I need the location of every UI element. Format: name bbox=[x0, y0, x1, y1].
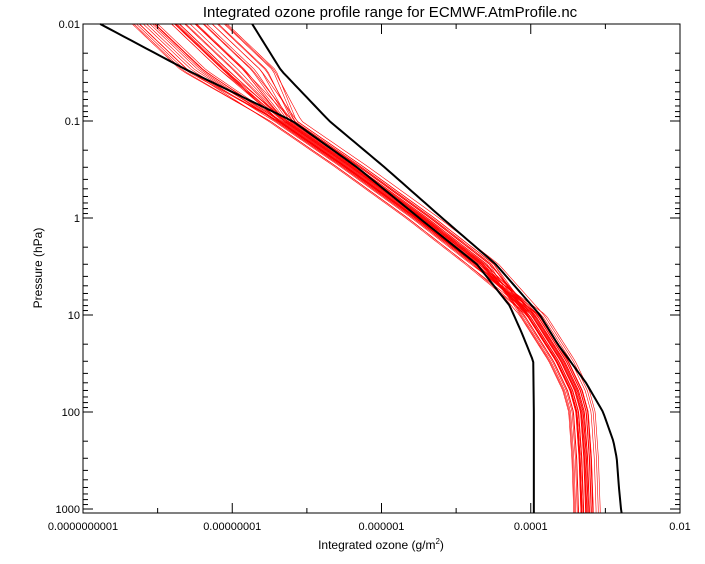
y-tick-label: 0.01 bbox=[59, 19, 80, 31]
red-profile-line bbox=[179, 23, 592, 513]
red-profile-line bbox=[149, 23, 587, 513]
red-profile-line bbox=[146, 23, 593, 513]
red-profile-line bbox=[211, 23, 575, 513]
red-profile-line bbox=[218, 23, 576, 513]
red-profile-lines bbox=[132, 23, 601, 514]
y-tick-label: 1 bbox=[74, 213, 80, 225]
red-profile-line bbox=[154, 23, 584, 513]
black-envelope-lines bbox=[99, 23, 623, 514]
red-profile-line bbox=[139, 23, 589, 513]
red-profile-line bbox=[157, 23, 597, 513]
red-profile-line bbox=[224, 23, 584, 513]
x-tick-label: 0.00000001 bbox=[203, 521, 261, 533]
red-profile-line bbox=[225, 23, 599, 513]
red-profile-line bbox=[133, 23, 583, 513]
red-profile-line bbox=[206, 23, 583, 513]
red-profile-line bbox=[226, 23, 582, 513]
x-tick-label: 0.01 bbox=[669, 521, 690, 533]
red-profile-line bbox=[138, 23, 594, 513]
y-axis-label: Pressure (hPa) bbox=[31, 228, 45, 309]
x-tick-label: 0.0001 bbox=[514, 521, 548, 533]
chart-title: Integrated ozone profile range for ECMWF… bbox=[203, 4, 578, 21]
x-axis-ticks: 0.0000000001 0.00000001 0.000001 0.0001 0.01 bbox=[48, 24, 691, 533]
red-profile-line bbox=[194, 23, 578, 513]
red-profile-line bbox=[155, 23, 587, 514]
y-tick-label: 10 bbox=[68, 310, 80, 322]
red-profile-line bbox=[202, 23, 592, 513]
red-profile-line bbox=[139, 23, 582, 513]
x-tick-label: 0.000001 bbox=[359, 521, 405, 533]
red-profile-line bbox=[143, 23, 594, 514]
red-profile-line bbox=[152, 23, 589, 514]
envelope-lower-line bbox=[99, 23, 535, 513]
x-tick-label: 0.0000000001 bbox=[48, 521, 118, 533]
envelope-upper-line bbox=[251, 23, 623, 514]
x-axis-label: Integrated ozone (g/m2) bbox=[318, 537, 444, 552]
red-profile-line bbox=[175, 23, 594, 513]
red-profile-line bbox=[217, 23, 583, 514]
red-profile-line bbox=[211, 23, 586, 514]
red-profile-line bbox=[189, 23, 590, 513]
red-profile-line bbox=[196, 23, 579, 513]
red-profile-line bbox=[195, 23, 588, 513]
red-profile-line bbox=[132, 23, 587, 513]
y-tick-label: 1000 bbox=[56, 504, 80, 516]
y-tick-label: 100 bbox=[62, 407, 80, 419]
red-profile-line bbox=[154, 23, 585, 513]
y-tick-label: 0.1 bbox=[65, 116, 80, 128]
red-profile-line bbox=[176, 23, 587, 513]
red-profile-line bbox=[136, 23, 601, 514]
y-axis-ticks: 0.01 0.1 1 10 100 1000 bbox=[56, 19, 680, 516]
plot-area: 0.0000000001 0.00000001 0.000001 0.0001 0.01… bbox=[48, 19, 691, 533]
